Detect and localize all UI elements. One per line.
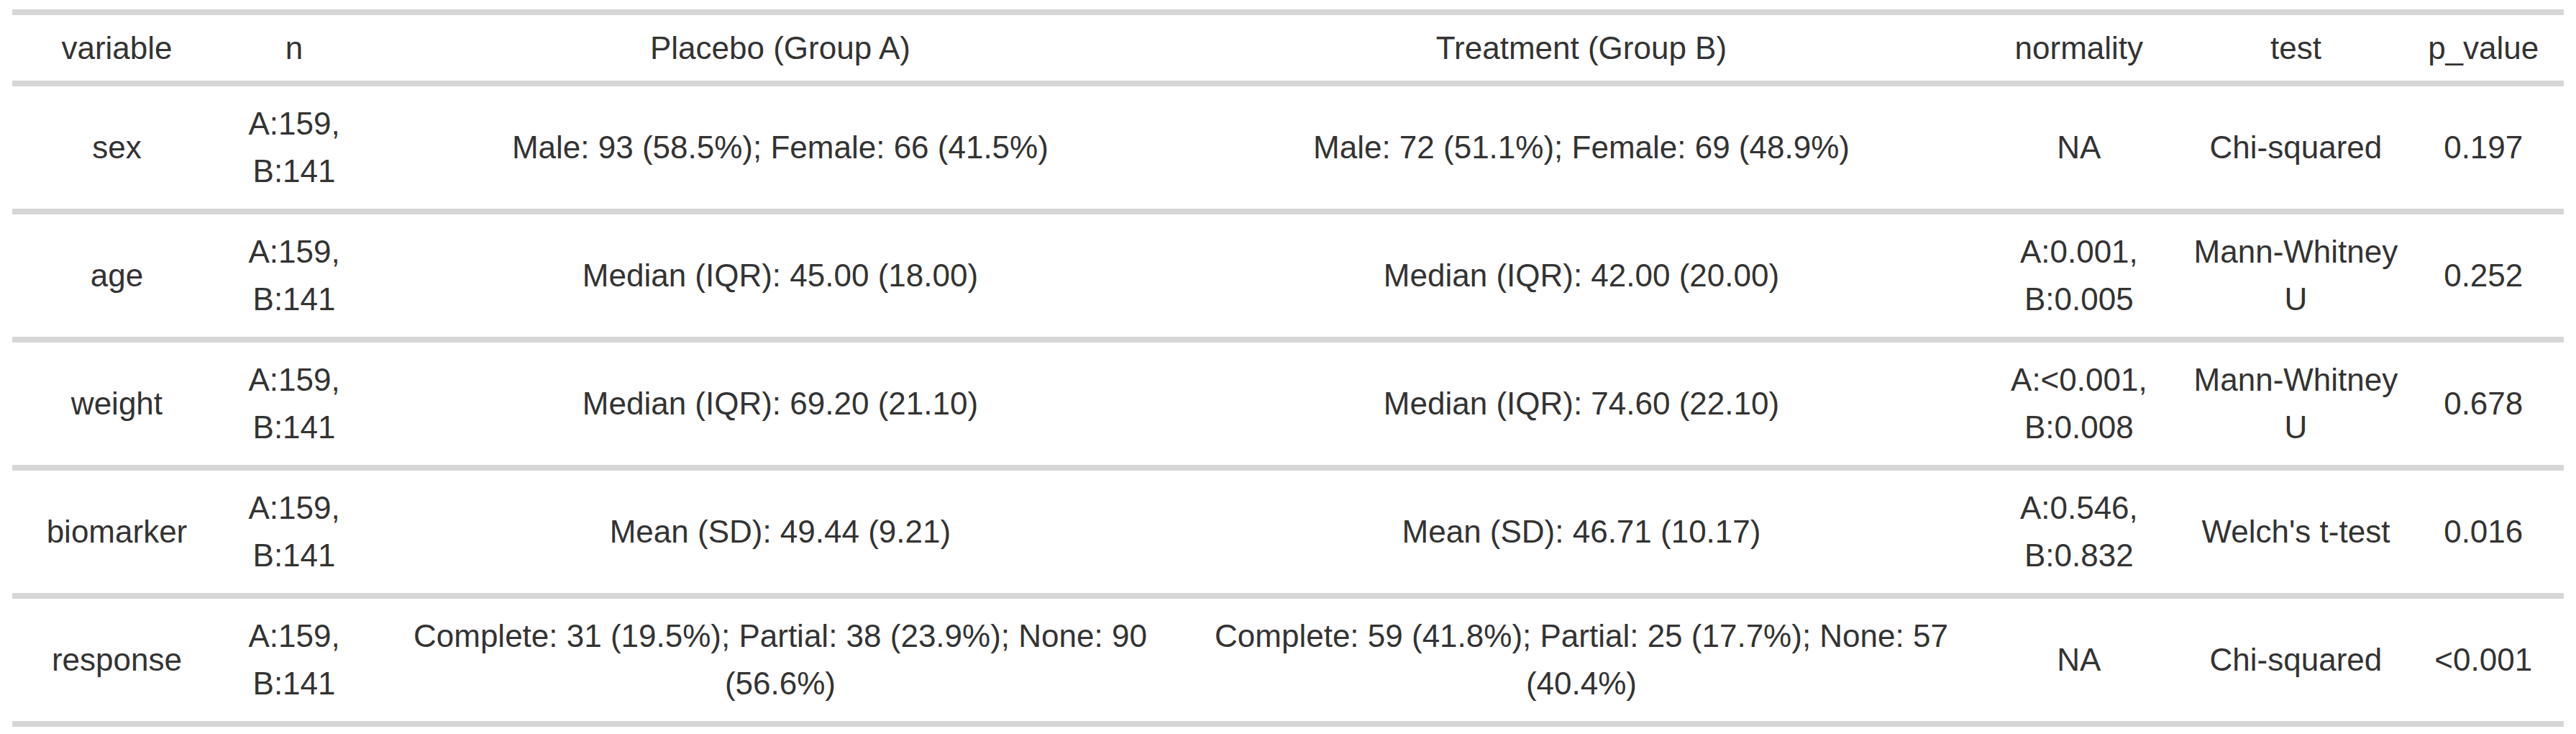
table-row-response: response A:159, B:141 Complete: 31 (19.5… bbox=[12, 596, 2564, 724]
cell-variable: biomarker bbox=[12, 468, 221, 596]
cell-treatment: Complete: 59 (41.8%); Partial: 25 (17.7%… bbox=[1194, 596, 1970, 724]
cell-n: A:159, B:141 bbox=[221, 468, 367, 596]
table-row-age: age A:159, B:141 Median (IQR): 45.00 (18… bbox=[12, 212, 2564, 340]
table-container: variable n Placebo (Group A) Treatment (… bbox=[0, 0, 2576, 727]
cell-variable: response bbox=[12, 596, 221, 724]
cell-variable: sex bbox=[12, 83, 221, 212]
cell-normality: A:<0.001, B:0.008 bbox=[1969, 340, 2188, 468]
cell-p-value: 0.252 bbox=[2403, 212, 2564, 340]
table-header-row: variable n Placebo (Group A) Treatment (… bbox=[12, 12, 2564, 83]
cell-placebo: Median (IQR): 45.00 (18.00) bbox=[367, 212, 1194, 340]
column-header-variable: variable bbox=[12, 12, 221, 83]
cell-treatment: Median (IQR): 74.60 (22.10) bbox=[1194, 340, 1970, 468]
cell-variable: age bbox=[12, 212, 221, 340]
cell-normality: NA bbox=[1969, 596, 2188, 724]
cell-test: Chi-squared bbox=[2188, 596, 2403, 724]
column-header-p-value: p_value bbox=[2403, 12, 2564, 83]
cell-variable: weight bbox=[12, 340, 221, 468]
cell-p-value: 0.197 bbox=[2403, 83, 2564, 212]
cell-p-value: 0.016 bbox=[2403, 468, 2564, 596]
cell-placebo: Male: 93 (58.5%); Female: 66 (41.5%) bbox=[367, 83, 1194, 212]
cell-placebo: Median (IQR): 69.20 (21.10) bbox=[367, 340, 1194, 468]
table-row-sex: sex A:159, B:141 Male: 93 (58.5%); Femal… bbox=[12, 83, 2564, 212]
cell-n: A:159, B:141 bbox=[221, 340, 367, 468]
summary-table: variable n Placebo (Group A) Treatment (… bbox=[12, 9, 2564, 727]
column-header-placebo-group-a: Placebo (Group A) bbox=[367, 12, 1194, 83]
cell-treatment: Male: 72 (51.1%); Female: 69 (48.9%) bbox=[1194, 83, 1970, 212]
cell-test: Welch's t-test bbox=[2188, 468, 2403, 596]
cell-normality: A:0.001, B:0.005 bbox=[1969, 212, 2188, 340]
cell-treatment: Mean (SD): 46.71 (10.17) bbox=[1194, 468, 1970, 596]
cell-n: A:159, B:141 bbox=[221, 212, 367, 340]
column-header-test: test bbox=[2188, 12, 2403, 83]
cell-test: Mann-Whitney U bbox=[2188, 212, 2403, 340]
cell-p-value: <0.001 bbox=[2403, 596, 2564, 724]
cell-test: Chi-squared bbox=[2188, 83, 2403, 212]
table-row-weight: weight A:159, B:141 Median (IQR): 69.20 … bbox=[12, 340, 2564, 468]
cell-n: A:159, B:141 bbox=[221, 596, 367, 724]
cell-n: A:159, B:141 bbox=[221, 83, 367, 212]
table-row-biomarker: biomarker A:159, B:141 Mean (SD): 49.44 … bbox=[12, 468, 2564, 596]
column-header-n: n bbox=[221, 12, 367, 83]
cell-test: Mann-Whitney U bbox=[2188, 340, 2403, 468]
cell-p-value: 0.678 bbox=[2403, 340, 2564, 468]
cell-normality: A:0.546, B:0.832 bbox=[1969, 468, 2188, 596]
cell-placebo: Complete: 31 (19.5%); Partial: 38 (23.9%… bbox=[367, 596, 1194, 724]
column-header-normality: normality bbox=[1969, 12, 2188, 83]
cell-normality: NA bbox=[1969, 83, 2188, 212]
cell-treatment: Median (IQR): 42.00 (20.00) bbox=[1194, 212, 1970, 340]
cell-placebo: Mean (SD): 49.44 (9.21) bbox=[367, 468, 1194, 596]
column-header-treatment-group-b: Treatment (Group B) bbox=[1194, 12, 1970, 83]
